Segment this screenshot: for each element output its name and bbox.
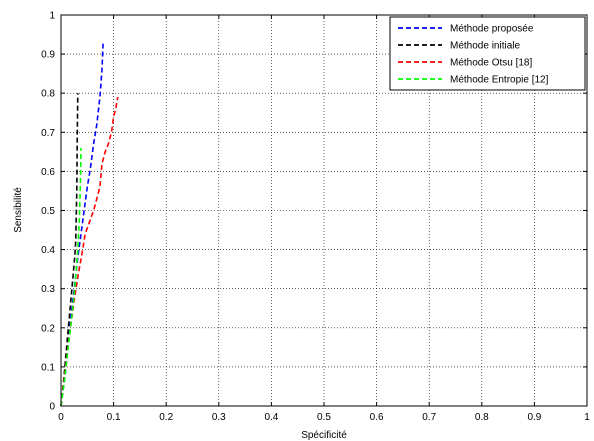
x-tick-label: 0.3 bbox=[212, 412, 226, 423]
y-tick-label: 0.6 bbox=[41, 167, 55, 178]
x-tick-label: 0.4 bbox=[264, 412, 278, 423]
y-tick-label: 0.7 bbox=[41, 128, 55, 139]
y-axis-label: Sensibilité bbox=[13, 187, 24, 233]
legend-entry: Méthode Entropie [12] bbox=[450, 75, 549, 86]
y-tick-label: 0.1 bbox=[41, 362, 55, 373]
x-tick-label: 0.8 bbox=[475, 412, 489, 423]
y-tick-label: 0.9 bbox=[41, 50, 55, 61]
x-tick-label: 0.7 bbox=[422, 412, 436, 423]
y-tick-label: 0 bbox=[49, 402, 55, 413]
x-tick-label: 1 bbox=[584, 412, 590, 423]
plot-frame bbox=[60, 14, 588, 407]
x-tick-label: 0.9 bbox=[527, 412, 541, 423]
series-lines bbox=[60, 42, 119, 407]
legend-entry: Méthode Otsu [18] bbox=[450, 58, 532, 69]
x-tick-label: 0.5 bbox=[317, 412, 331, 423]
series-line-4 bbox=[60, 147, 82, 407]
y-tick-label: 0.2 bbox=[41, 323, 55, 334]
legend-entry: Méthode proposée bbox=[450, 24, 534, 35]
x-tick-label: 0.2 bbox=[159, 412, 173, 423]
x-axis-label: Spécificité bbox=[301, 430, 347, 441]
x-tick-label: 0 bbox=[58, 412, 64, 423]
legend: Méthode proposée Méthode initiale Méthode … bbox=[389, 16, 586, 91]
x-tick-label: 0.6 bbox=[370, 412, 384, 423]
y-axis-ticks: 0 0.1 0.2 0.3 0.4 0.5 0.6 0.7 0.8 0.9 1 bbox=[41, 11, 587, 413]
series-line-2 bbox=[60, 93, 79, 407]
y-tick-label: 0.5 bbox=[41, 206, 55, 217]
x-tick-label: 0.1 bbox=[107, 412, 121, 423]
legend-box bbox=[389, 16, 586, 91]
legend-entry: Méthode initiale bbox=[450, 41, 520, 52]
y-tick-label: 0.8 bbox=[41, 89, 55, 100]
y-tick-label: 0.3 bbox=[41, 284, 55, 295]
y-tick-label: 0.4 bbox=[41, 245, 55, 256]
grid bbox=[61, 15, 587, 406]
y-tick-label: 1 bbox=[49, 11, 55, 22]
